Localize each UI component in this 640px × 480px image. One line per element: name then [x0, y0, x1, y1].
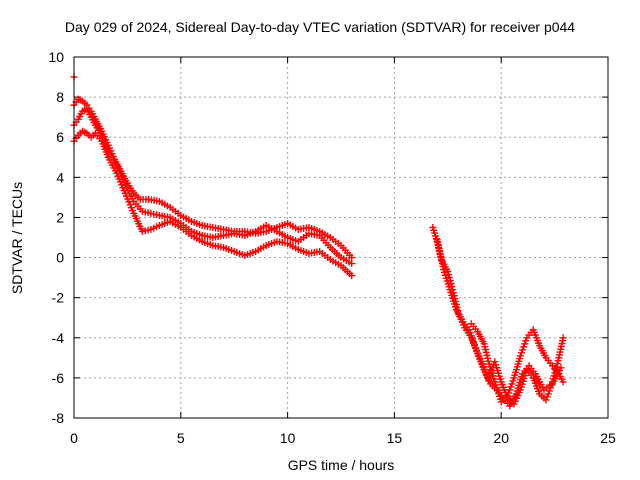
x-axis-label: GPS time / hours: [287, 457, 395, 473]
y-tick-label: 8: [56, 89, 64, 105]
chart-title: Day 029 of 2024, Sidereal Day-to-day VTE…: [64, 19, 576, 35]
x-tick-label: 5: [177, 430, 185, 446]
data-point: [559, 334, 567, 342]
x-tick-label: 25: [600, 430, 616, 446]
y-tick-label: 2: [56, 209, 64, 225]
y-tick-label: -6: [52, 370, 65, 386]
x-tick-label: 0: [70, 430, 78, 446]
y-tick-label: -2: [52, 290, 65, 306]
y-tick-label: -4: [52, 330, 65, 346]
data-point: [348, 272, 356, 280]
y-tick-label: 10: [48, 49, 64, 65]
series-pass-3: [70, 127, 356, 280]
data-point: [557, 364, 565, 372]
data-point: [348, 254, 356, 262]
y-tick-label: 4: [56, 169, 64, 185]
data-points: [70, 73, 567, 410]
series-pass-5: [433, 236, 567, 408]
y-axis-label: SDTVAR / TECUs: [9, 181, 25, 295]
data-point: [559, 378, 567, 386]
x-tick-label: 10: [280, 430, 296, 446]
y-tick-label: 0: [56, 250, 64, 266]
x-axis-ticks: 0 5 10 15 20 25: [70, 57, 616, 446]
x-tick-label: 15: [387, 430, 403, 446]
plot-frame: [73, 56, 609, 419]
data-point: [348, 260, 356, 268]
y-tick-label: 6: [56, 129, 64, 145]
series-pass-6: [467, 320, 567, 406]
y-tick-label: -8: [52, 410, 65, 426]
x-tick-label: 20: [493, 430, 509, 446]
grid-lines: [74, 57, 608, 418]
